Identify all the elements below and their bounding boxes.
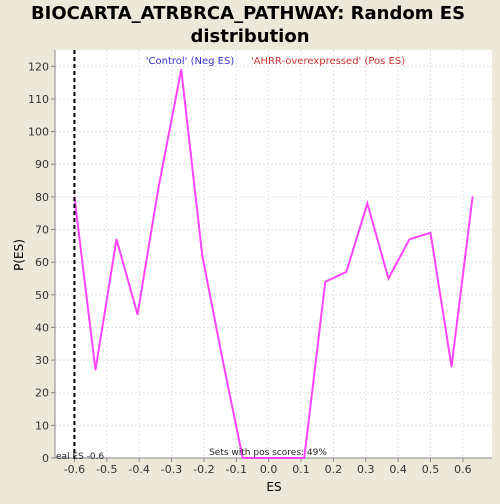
legend-neg-label: 'Control' (Neg ES) — [146, 56, 235, 67]
y-tick-label: 50 — [35, 289, 49, 302]
data-point — [408, 238, 411, 241]
x-tick-label: 0.4 — [389, 463, 407, 476]
chart-title: BIOCARTA_ATRBRCA_PATHWAY: Random ES — [31, 3, 465, 24]
data-point — [201, 254, 204, 257]
data-point — [366, 202, 369, 205]
y-tick-label: 10 — [35, 419, 49, 432]
y-tick-label: 40 — [35, 321, 49, 334]
data-point — [387, 277, 390, 280]
data-point — [136, 313, 139, 316]
data-point — [157, 186, 160, 188]
y-tick-label: 120 — [28, 60, 49, 73]
series-layer — [73, 50, 474, 459]
x-tick-label: 0.1 — [292, 463, 310, 476]
legend-pos-label: 'AHRR-overexpressed' (Pos ES) — [251, 56, 405, 67]
y-tick-label: 30 — [35, 354, 49, 367]
y-tick-label: 90 — [35, 158, 49, 171]
x-axis-label: ES — [266, 480, 281, 494]
x-tick-label: -0.6 — [64, 463, 85, 476]
y-tick-label: 0 — [42, 452, 49, 465]
x-tick-label: 0.2 — [325, 463, 343, 476]
data-point — [241, 457, 244, 459]
data-point — [115, 238, 118, 241]
y-tick-label: 60 — [35, 256, 49, 269]
data-point — [429, 231, 432, 234]
data-point — [94, 369, 97, 371]
data-point — [303, 457, 306, 459]
pos-scores-label: Sets with pos scores: 49% — [209, 448, 327, 458]
data-point — [267, 457, 270, 459]
y-tick-label: 110 — [28, 93, 49, 106]
data-point — [180, 68, 183, 71]
x-tick-label: -0.2 — [193, 463, 214, 476]
y-tick-label: 70 — [35, 224, 49, 237]
series-line — [73, 69, 474, 459]
plot-area — [55, 50, 492, 458]
data-point — [222, 362, 225, 365]
y-tick-label: 20 — [35, 387, 49, 400]
chart-title-line2: distribution — [190, 26, 309, 47]
data-point — [284, 457, 286, 459]
x-tick-label: 0.3 — [357, 463, 375, 476]
x-tick-label: -0.4 — [128, 463, 149, 476]
x-tick-label: -0.1 — [226, 463, 247, 476]
x-tick-label: -0.3 — [161, 463, 182, 476]
data-point — [345, 271, 348, 273]
x-tick-label: 0.0 — [260, 463, 278, 476]
x-tick-label: 0.5 — [422, 463, 440, 476]
x-tick-label: -0.5 — [96, 463, 117, 476]
data-point — [324, 280, 327, 283]
y-tick-label: 100 — [28, 126, 49, 139]
y-axis-label: P(ES) — [12, 239, 26, 271]
x-tick-label: 0.6 — [454, 463, 472, 476]
data-point — [471, 196, 474, 198]
real-es-label: eal ES -0.6 — [56, 452, 105, 462]
y-tick-label: 80 — [35, 191, 49, 204]
data-point — [450, 365, 453, 368]
